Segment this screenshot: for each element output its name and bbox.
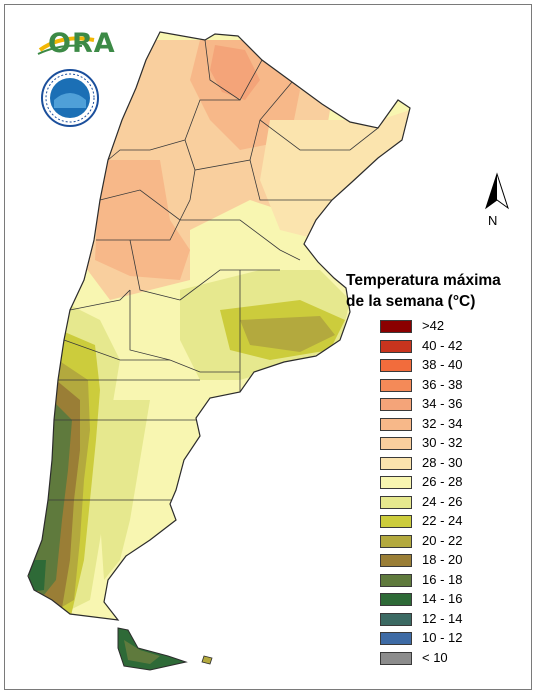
legend-swatch [380, 456, 412, 470]
legend-swatch [380, 417, 412, 431]
legend-range: 10 - 12 [422, 630, 463, 645]
legend-swatch [380, 339, 412, 353]
legend-range: 28 - 30 [422, 454, 463, 470]
legend-range: < 10 [422, 649, 448, 665]
legend-range: 34 - 36 [422, 396, 463, 411]
legend-swatch [380, 593, 412, 606]
logo-text: ORA [48, 28, 116, 59]
legend-swatch [380, 573, 412, 587]
legend-swatch [380, 320, 412, 333]
legend-range: 30 - 32 [422, 435, 463, 450]
legend-swatch [380, 554, 412, 567]
legend-swatch [380, 632, 412, 645]
legend-title: Temperatura máxima de la semana (°C) [346, 270, 536, 312]
legend-range: 32 - 34 [422, 415, 463, 431]
ora-logo-icon [37, 36, 95, 55]
legend-swatch [380, 534, 412, 548]
legend-swatch [380, 398, 412, 411]
legend-range: 26 - 28 [422, 474, 463, 489]
legend-range: 24 - 26 [422, 493, 463, 509]
legend-swatch [380, 495, 412, 509]
legend-title-line2: de la semana (°C) [346, 293, 476, 310]
legend-swatch [380, 651, 412, 665]
seal-icon [41, 69, 99, 127]
legend-range: >42 [422, 318, 445, 333]
legend-range: 16 - 18 [422, 571, 463, 587]
legend-title-line1: Temperatura máxima [346, 272, 501, 289]
legend-range: 40 - 42 [422, 337, 463, 353]
north-arrow-icon [485, 172, 509, 210]
legend-swatch [380, 378, 412, 392]
legend-range: 36 - 38 [422, 376, 463, 392]
legend-swatch [380, 359, 412, 372]
legend-range: 22 - 24 [422, 513, 463, 528]
legend-range: 20 - 22 [422, 532, 463, 548]
legend-range: 14 - 16 [422, 591, 463, 606]
legend-swatch [380, 437, 412, 450]
legend-swatch [380, 515, 412, 528]
legend-swatch [380, 612, 412, 626]
legend-swatch [380, 476, 412, 489]
legend-range: 38 - 40 [422, 357, 463, 372]
legend-range: 18 - 20 [422, 552, 463, 567]
north-label: N [488, 213, 498, 228]
legend-range: 12 - 14 [422, 610, 463, 626]
